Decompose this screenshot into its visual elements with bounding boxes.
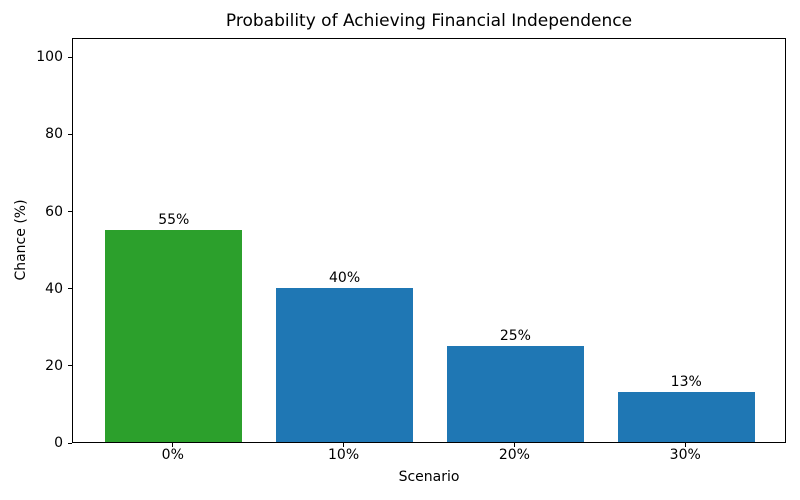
y-tick: [68, 365, 72, 367]
bar-30%: [617, 391, 755, 442]
bar-value-label: 55%: [158, 211, 190, 228]
y-tick: [68, 56, 72, 58]
x-tick: [343, 443, 345, 447]
bar-value-label: 40%: [329, 269, 361, 286]
bar-value-label: 25%: [499, 327, 531, 344]
y-tick-label: 20: [45, 357, 63, 374]
y-tick-label: 80: [45, 126, 63, 143]
x-tick: [172, 443, 174, 447]
y-tick: [68, 442, 72, 444]
x-tick-label: 30%: [669, 447, 701, 463]
bar-0%: [105, 229, 243, 442]
x-axis-label: Scenario: [398, 469, 460, 485]
x-tick-label: 20%: [498, 447, 530, 463]
x-tick-label: 10%: [328, 447, 360, 463]
y-tick: [68, 133, 72, 135]
y-tick-label: 60: [45, 203, 63, 220]
y-tick: [68, 211, 72, 213]
y-tick-label: 0: [54, 435, 63, 451]
y-tick: [68, 288, 72, 290]
x-tick: [684, 443, 686, 447]
plot-area: 55% 40% 25% 13%: [72, 38, 786, 443]
x-tick: [513, 443, 515, 447]
bar-20%: [447, 345, 584, 442]
y-tick-label: 40: [45, 280, 63, 297]
y-tick-label: 100: [36, 49, 63, 66]
bar-value-label: 13%: [670, 373, 702, 390]
x-tick-label: 0%: [161, 447, 184, 463]
bar-10%: [276, 287, 413, 442]
chart-title: Probability of Achieving Financial Indep…: [225, 11, 633, 31]
